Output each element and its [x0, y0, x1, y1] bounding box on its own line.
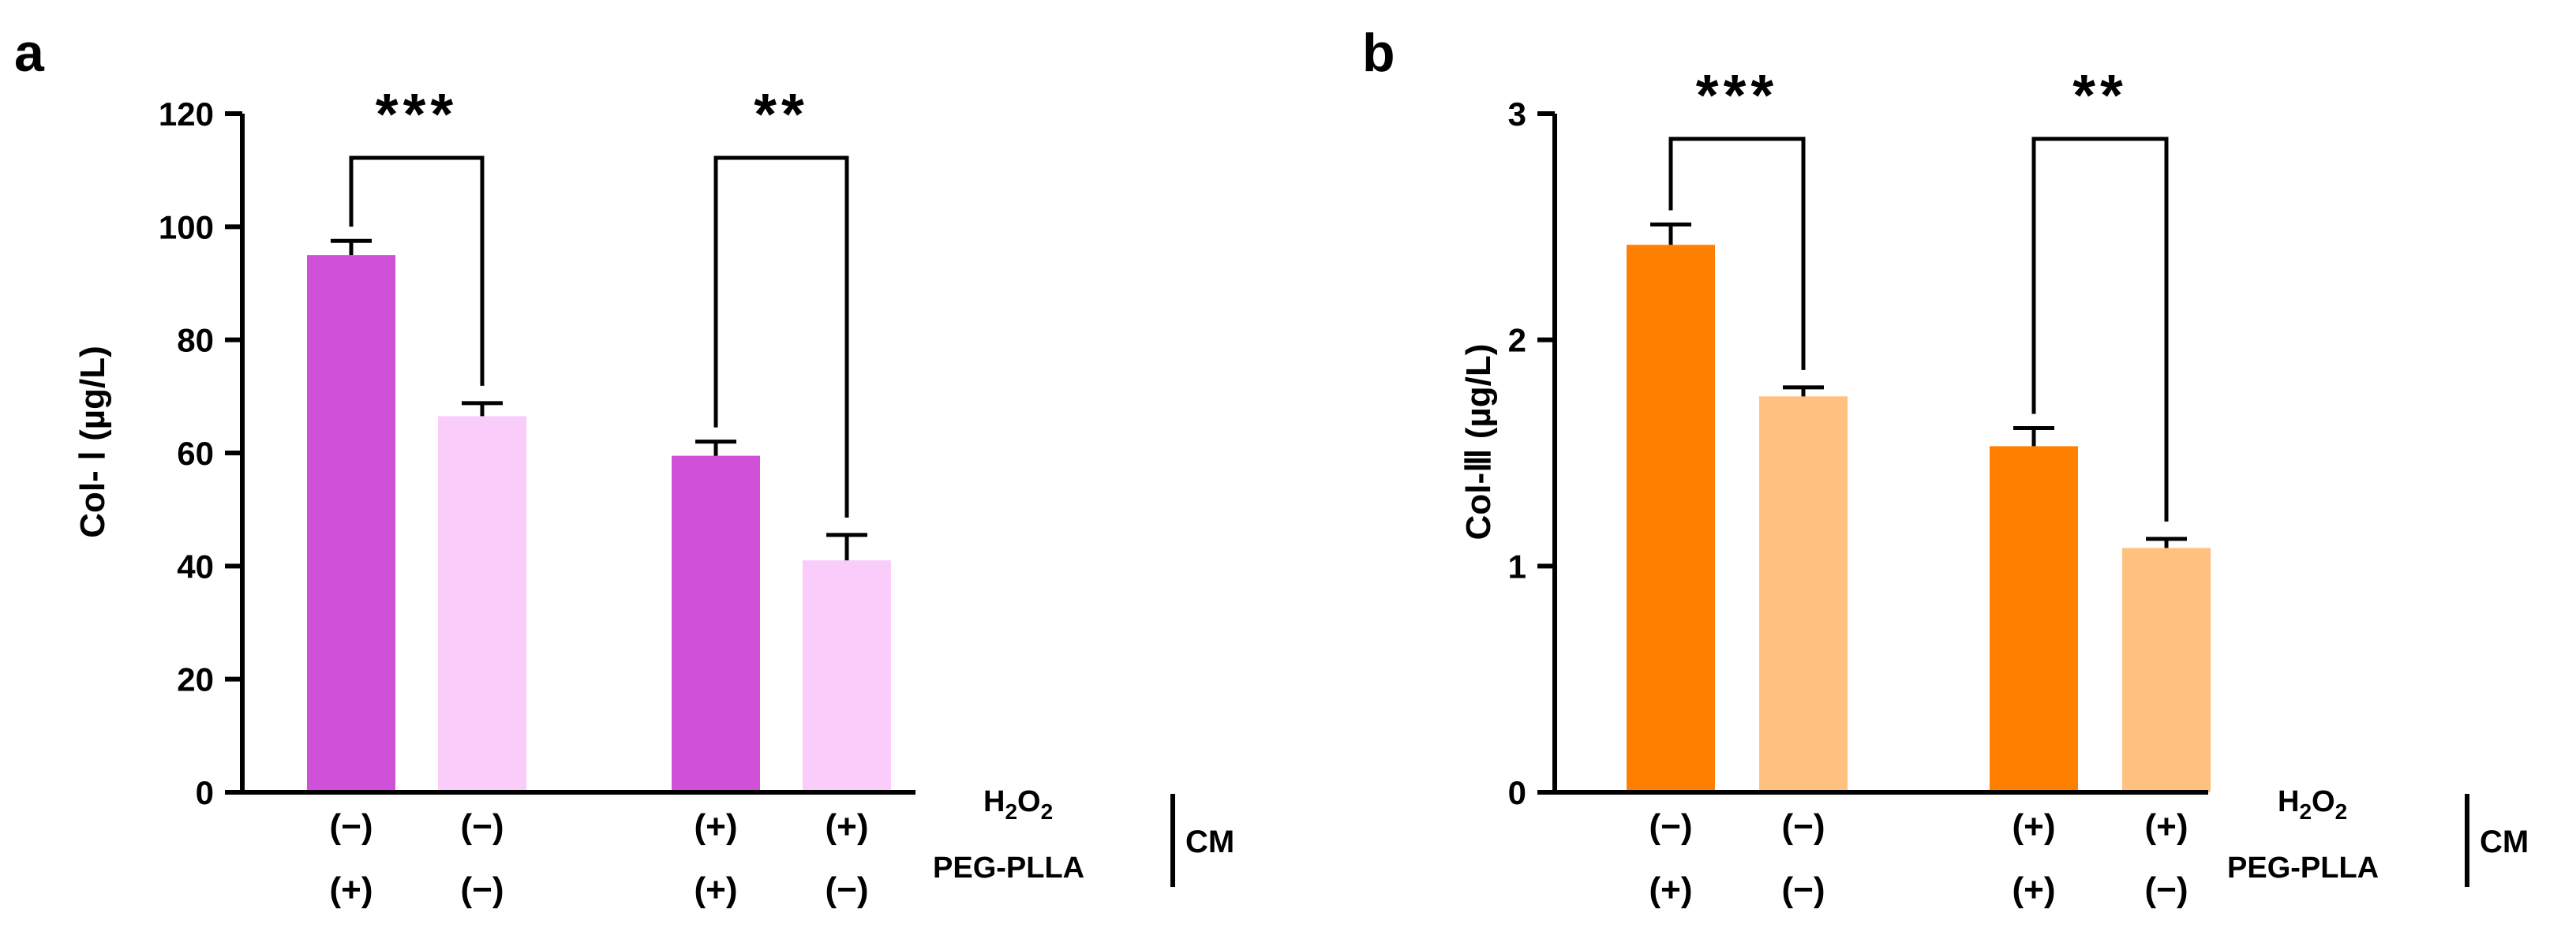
peg-plla-condition-label: (+) [330, 870, 373, 909]
significance-bracket [2031, 137, 2169, 522]
peg-plla-condition-label: (+) [1649, 870, 1693, 909]
significance-bracket [713, 155, 849, 518]
bar [2122, 548, 2211, 792]
bar [438, 416, 526, 792]
h2o2-condition-label: (+) [695, 807, 738, 846]
error-bar [1783, 385, 1824, 397]
error-bar [2146, 537, 2187, 548]
significance-stars: ** [2072, 62, 2128, 128]
y-tick-label: 20 [177, 661, 214, 698]
peg-plla-condition-label: (+) [2012, 870, 2056, 909]
panel-a-row-legend: H2O2 PEG-PLLA CM [933, 785, 1234, 887]
h2o2-condition-label: (−) [1782, 807, 1825, 846]
h2o2-condition-label: (−) [461, 807, 504, 846]
panel-b-y-axis-title: Col-Ⅲ (µg/L) [1459, 344, 1498, 541]
panel-a-label: a [14, 23, 45, 83]
h2o2-condition-label: (+) [2145, 807, 2188, 846]
panel-b-significance: *** ** [1668, 62, 2169, 522]
panel-a-conditions: (−) (−) (+) (+) (+) (−) (+) (−) [330, 807, 869, 909]
h2o2-condition-label: (+) [826, 807, 869, 846]
bar [307, 255, 395, 793]
panel-a-y-ticks: 0 20 40 60 80 100 120 [159, 95, 242, 811]
panel-b-y-ticks: 0 1 2 3 [1508, 95, 1555, 811]
error-bar [2013, 425, 2054, 447]
cm-label: CM [2480, 825, 2529, 859]
error-bar [331, 238, 372, 256]
peg-plla-condition-label: (−) [1782, 870, 1825, 909]
panel-a-significance: *** ** [349, 81, 849, 518]
panel-b-conditions: (−) (−) (+) (+) (+) (−) (+) (−) [1649, 807, 2188, 909]
h2o2-condition-label: (−) [330, 807, 373, 846]
panel-b-bars [1627, 222, 2211, 792]
peg-plla-condition-label: (−) [826, 870, 869, 909]
significance-bracket [1668, 137, 1806, 370]
peg-plla-label: PEG-PLLA [2227, 851, 2379, 885]
y-tick-label: 40 [177, 548, 214, 585]
bar [803, 560, 891, 792]
y-tick-label: 80 [177, 322, 214, 359]
h2o2-condition-label: (+) [2012, 807, 2056, 846]
panel-b-row-legend: H2O2 PEG-PLLA CM [2227, 785, 2529, 887]
panel-b-label: b [1362, 23, 1395, 83]
cm-label: CM [1185, 825, 1234, 859]
peg-plla-label: PEG-PLLA [933, 851, 1084, 885]
error-bar [695, 440, 736, 456]
significance-stars: ** [754, 81, 809, 147]
bar [1759, 396, 1848, 792]
h2o2-label: H2O2 [2278, 785, 2347, 824]
y-tick-label: 2 [1508, 322, 1526, 359]
bar [1627, 245, 1715, 792]
y-tick-label: 100 [159, 208, 214, 245]
y-tick-label: 1 [1508, 548, 1526, 585]
peg-plla-condition-label: (−) [461, 870, 504, 909]
bar [1990, 446, 2078, 792]
y-tick-label: 0 [1508, 774, 1526, 811]
panel-a-y-axis-title: Col- Ⅰ (µg/L) [73, 346, 112, 538]
error-bar [462, 401, 503, 417]
h2o2-label: H2O2 [983, 785, 1053, 824]
y-tick-label: 120 [159, 95, 214, 133]
y-tick-label: 0 [196, 774, 214, 811]
error-bar [826, 533, 867, 561]
y-tick-label: 60 [177, 435, 214, 472]
bar [672, 455, 760, 792]
significance-stars: *** [1696, 62, 1778, 128]
significance-stars: *** [376, 81, 458, 147]
y-tick-label: 3 [1508, 95, 1526, 133]
peg-plla-condition-label: (+) [695, 870, 738, 909]
error-bar [1650, 222, 1691, 245]
h2o2-condition-label: (−) [1649, 807, 1693, 846]
significance-bracket [349, 155, 485, 386]
panel-a-bars [307, 238, 891, 793]
peg-plla-condition-label: (−) [2145, 870, 2188, 909]
